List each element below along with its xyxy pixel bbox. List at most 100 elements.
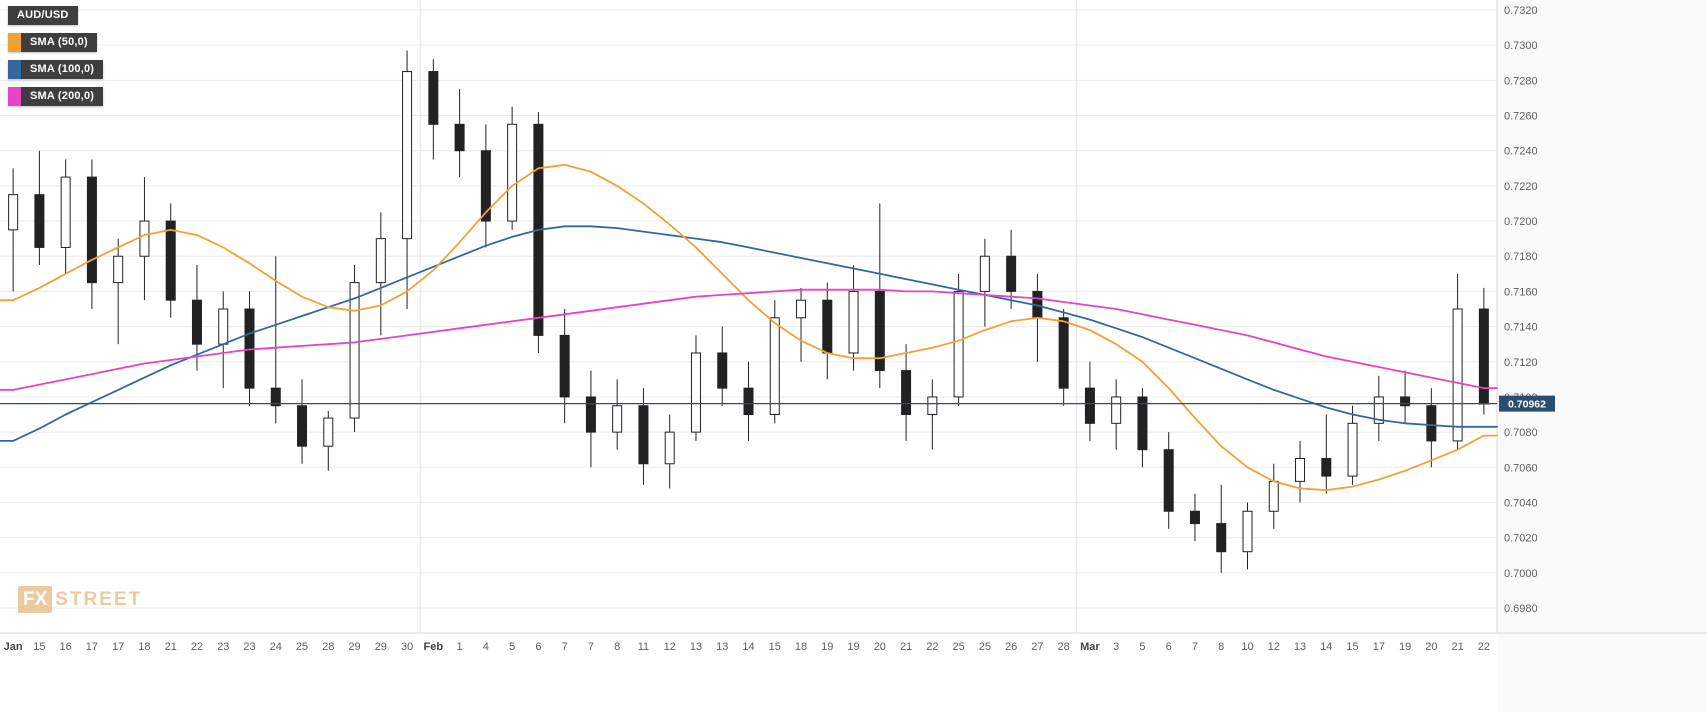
candle-body bbox=[1242, 510, 1253, 553]
sma50-color-marker bbox=[8, 33, 21, 52]
sma50-line bbox=[0, 163, 1498, 492]
candle-body bbox=[822, 299, 833, 354]
date-axis-label: 22 bbox=[926, 641, 938, 653]
date-axis-label: 28 bbox=[1058, 641, 1070, 653]
candles-layer bbox=[8, 50, 1489, 573]
date-axis-label: 24 bbox=[270, 641, 282, 653]
price-axis-label: 0.7260 bbox=[1504, 111, 1538, 123]
date-axis[interactable] bbox=[0, 633, 1497, 712]
candle-body bbox=[717, 352, 728, 389]
date-axis-label: 13 bbox=[690, 641, 702, 653]
candle-body bbox=[874, 290, 885, 372]
date-axis-label: 6 bbox=[1166, 641, 1172, 653]
legend-item-audusd[interactable]: AUD/USD bbox=[8, 6, 78, 25]
date-axis-label: 12 bbox=[664, 641, 676, 653]
date-axis-label: 13 bbox=[716, 641, 728, 653]
date-axis-label: 23 bbox=[243, 641, 255, 653]
candle-body bbox=[454, 123, 465, 152]
candle-body bbox=[34, 194, 45, 248]
date-axis-label: 28 bbox=[322, 641, 334, 653]
legend-item-sma50[interactable]: SMA (50,0) bbox=[8, 33, 97, 52]
fxstreet-logo: FX STREET bbox=[18, 586, 142, 613]
date-axis-label: 18 bbox=[795, 641, 807, 653]
date-axis-label: 21 bbox=[900, 641, 912, 653]
legend-item-sma200[interactable]: SMA (200,0) bbox=[8, 87, 104, 106]
candle-body bbox=[1426, 405, 1437, 442]
price-axis-label: 0.7280 bbox=[1504, 75, 1538, 87]
date-axis-label: 19 bbox=[821, 641, 833, 653]
candle-body bbox=[480, 150, 491, 222]
date-axis-label: Jan bbox=[4, 641, 23, 653]
date-axis-label: Mar bbox=[1080, 641, 1100, 653]
current-price-label: 0.70962 bbox=[1508, 399, 1546, 411]
date-axis-label: 8 bbox=[614, 641, 620, 653]
price-axis-label: 0.7220 bbox=[1504, 181, 1538, 193]
date-axis-label: Feb bbox=[424, 641, 444, 653]
candle-body bbox=[1295, 458, 1306, 482]
price-axis-label: 0.7060 bbox=[1504, 462, 1538, 474]
candle-body bbox=[848, 290, 859, 354]
candle-body bbox=[139, 220, 150, 257]
price-axis-label: 0.7200 bbox=[1504, 216, 1538, 228]
price-axis-label: 0.7160 bbox=[1504, 286, 1538, 298]
date-axis-label: 8 bbox=[1218, 641, 1224, 653]
candle-body bbox=[297, 405, 308, 447]
fxstreet-logo-street: STREET bbox=[55, 589, 143, 610]
candle-body bbox=[270, 387, 281, 407]
date-axis-label: 21 bbox=[1451, 641, 1463, 653]
candle-body bbox=[507, 123, 518, 222]
candle-body bbox=[60, 176, 71, 248]
date-axis-label: 7 bbox=[588, 641, 594, 653]
price-axis-label: 0.7240 bbox=[1504, 146, 1538, 158]
date-axis-label: 27 bbox=[1031, 641, 1043, 653]
date-axis-label: 26 bbox=[1005, 641, 1017, 653]
candle-body bbox=[559, 334, 570, 398]
date-axis-label: 5 bbox=[509, 641, 515, 653]
sma100-color-marker bbox=[8, 60, 21, 79]
date-axis-label: 18 bbox=[138, 641, 150, 653]
candle-body bbox=[979, 255, 990, 292]
candle-body bbox=[1058, 317, 1069, 389]
date-axis-label: 4 bbox=[483, 641, 489, 653]
price-axis-label: 0.7180 bbox=[1504, 251, 1538, 263]
date-axis-label: 15 bbox=[33, 641, 45, 653]
candle-body bbox=[1163, 449, 1174, 512]
date-axis-label: 15 bbox=[769, 641, 781, 653]
candle-body bbox=[428, 71, 439, 125]
candle-body bbox=[927, 396, 938, 416]
candle-body bbox=[901, 370, 912, 416]
date-axis-label: 16 bbox=[60, 641, 72, 653]
legend-item-sma100[interactable]: SMA (100,0) bbox=[8, 60, 104, 79]
date-axis-label: 3 bbox=[1113, 641, 1119, 653]
date-axis-label: 25 bbox=[952, 641, 964, 653]
price-axis-label: 0.7080 bbox=[1504, 427, 1538, 439]
candle-body bbox=[1216, 523, 1227, 553]
price-axis-label: 0.7020 bbox=[1504, 533, 1538, 545]
date-axis-label: 11 bbox=[638, 641, 649, 653]
price-axis-label: 0.7140 bbox=[1504, 322, 1538, 334]
candle-body bbox=[1373, 396, 1384, 424]
date-axis-label: 13 bbox=[1294, 641, 1306, 653]
legend-label-sma100: SMA (100,0) bbox=[21, 60, 104, 79]
candle-body bbox=[1321, 458, 1332, 477]
candle-body bbox=[769, 317, 780, 416]
date-axis-label: 17 bbox=[1373, 641, 1385, 653]
price-axis[interactable] bbox=[1497, 0, 1707, 712]
candle-body bbox=[585, 396, 596, 433]
candle-body bbox=[218, 308, 229, 345]
candle-body bbox=[796, 299, 807, 319]
date-axis-label: 1 bbox=[457, 641, 463, 653]
current-price-badge bbox=[1499, 395, 1555, 412]
candle-body bbox=[165, 220, 176, 301]
price-axis-label: 0.7000 bbox=[1504, 568, 1538, 580]
date-axis-label: 5 bbox=[1139, 641, 1145, 653]
candle-body bbox=[953, 290, 964, 398]
date-axis-label: 30 bbox=[401, 641, 413, 653]
price-axis-label: 0.7040 bbox=[1504, 497, 1538, 509]
candle-body bbox=[8, 194, 19, 231]
candle-body bbox=[1189, 510, 1200, 525]
candle-body bbox=[690, 352, 701, 433]
sma200-color-marker bbox=[8, 87, 21, 106]
